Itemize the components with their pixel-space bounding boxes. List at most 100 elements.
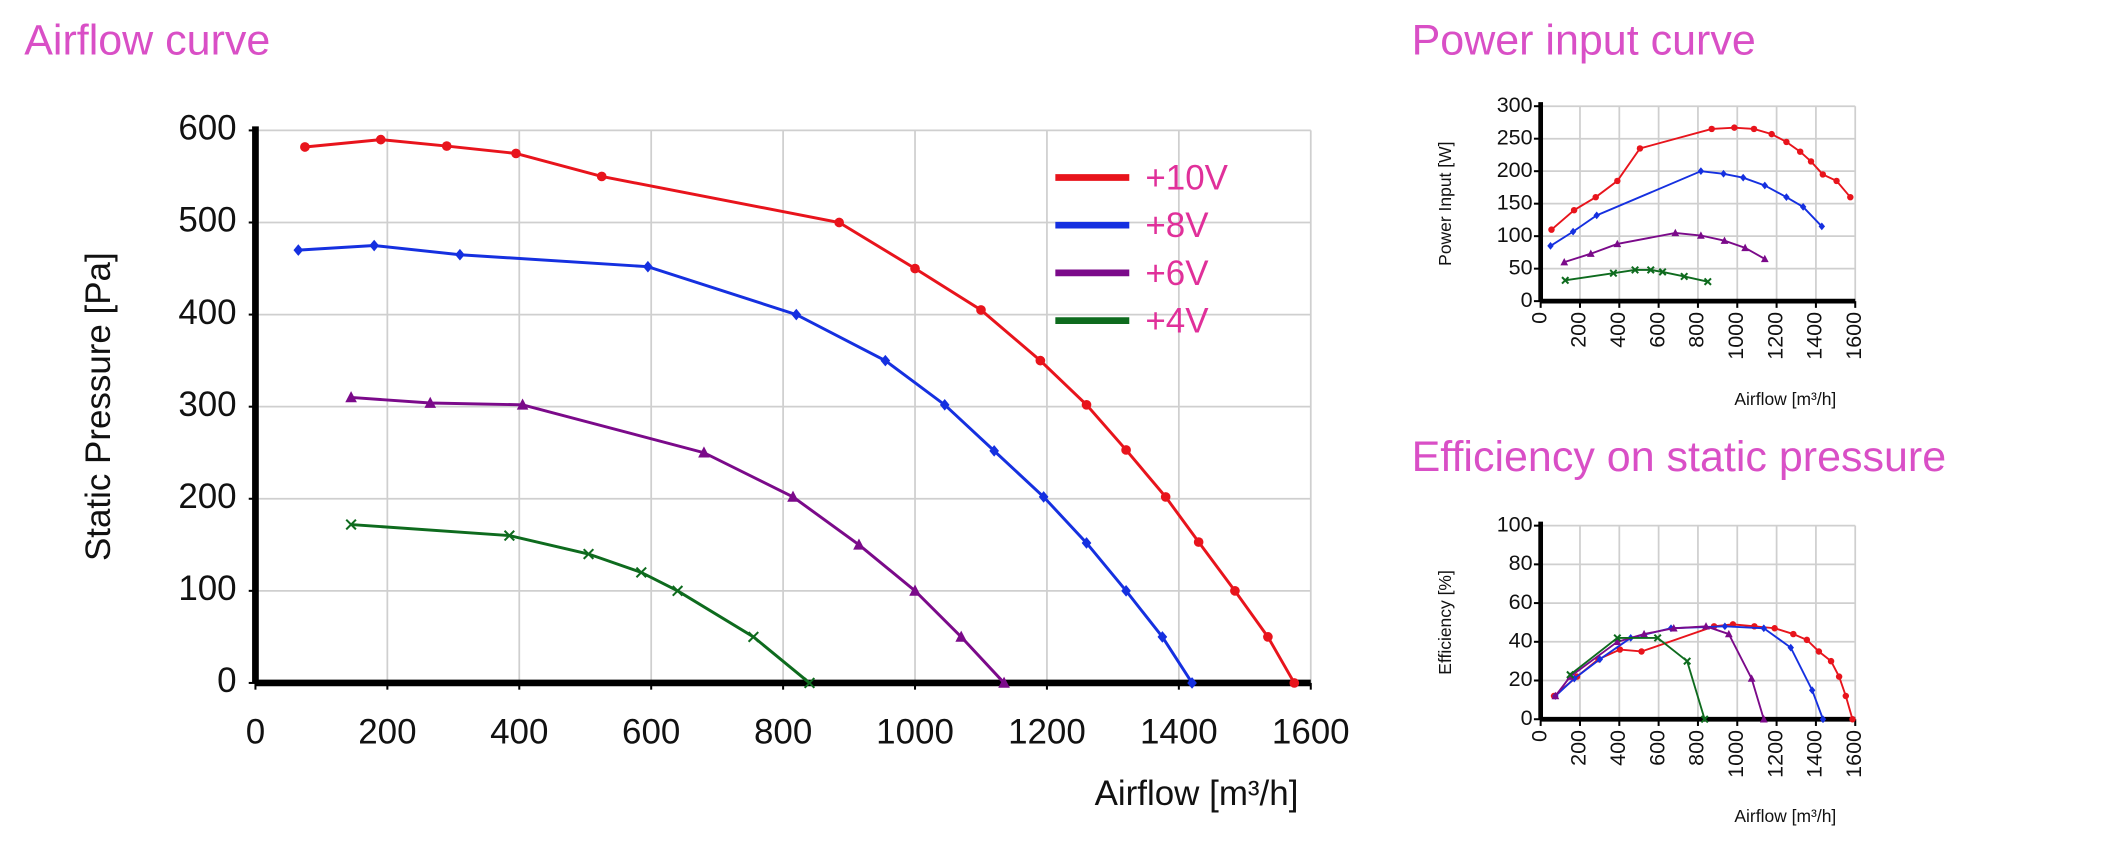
marker: [1671, 228, 1680, 237]
marker: [1658, 267, 1667, 276]
marker: [1613, 637, 1622, 646]
marker: [1121, 445, 1131, 455]
marker: [300, 142, 310, 152]
marker: [1783, 193, 1790, 202]
series-line: [1549, 170, 1823, 247]
x-tick-label: 1400: [1803, 730, 1827, 778]
marker: [1609, 269, 1618, 278]
y-tick-label: 150: [1497, 190, 1533, 214]
marker: [1614, 177, 1621, 185]
x-tick-label: 1000: [876, 712, 954, 751]
marker: [1847, 193, 1854, 201]
marker: [1741, 243, 1750, 252]
x-tick-label: 200: [1567, 730, 1591, 766]
marker: [369, 239, 380, 252]
marker: [1653, 633, 1662, 642]
marker: [1035, 355, 1046, 366]
x-tick-label: 800: [754, 712, 812, 751]
legend-label: +6V: [1145, 254, 1209, 293]
y-tick-label: 300: [178, 385, 236, 424]
chart-title: Efficiency on static pressure: [1412, 433, 1947, 481]
marker: [635, 566, 647, 578]
marker: [1560, 257, 1569, 266]
marker: [1818, 222, 1826, 231]
y-axis-label: Power Input [W]: [1435, 142, 1455, 266]
marker: [1157, 631, 1168, 643]
marker: [1548, 226, 1555, 233]
marker: [1833, 177, 1840, 185]
x-tick-label: 800: [1685, 730, 1709, 766]
y-tick-label: 80: [1509, 551, 1533, 575]
marker: [1803, 636, 1811, 644]
marker: [803, 677, 816, 689]
marker: [853, 538, 865, 550]
marker: [1697, 231, 1705, 239]
marker: [787, 490, 799, 502]
marker: [998, 676, 1010, 688]
marker: [1551, 691, 1560, 700]
marker: [1680, 272, 1689, 281]
marker: [1586, 249, 1595, 257]
marker: [1721, 622, 1729, 631]
marker: [1160, 492, 1171, 502]
marker: [1571, 674, 1578, 683]
series-line: [350, 523, 811, 685]
marker: [516, 398, 529, 410]
x-tick-label: 600: [1645, 312, 1669, 348]
y-tick-label: 200: [1497, 158, 1533, 182]
marker: [910, 263, 920, 274]
marker: [424, 396, 437, 408]
marker: [582, 548, 595, 560]
marker: [1193, 537, 1204, 547]
y-tick-label: 500: [178, 201, 236, 240]
marker: [1646, 266, 1655, 274]
marker: [672, 585, 684, 597]
y-tick-label: 200: [178, 477, 236, 516]
series-line: [1554, 625, 1824, 720]
marker: [1708, 125, 1715, 133]
marker: [1566, 670, 1575, 679]
x-tick-label: 0: [1527, 312, 1551, 324]
x-tick-label: 600: [1645, 730, 1669, 766]
marker: [909, 584, 921, 596]
y-tick-label: 250: [1497, 125, 1533, 149]
marker: [1596, 655, 1604, 664]
marker: [1808, 686, 1816, 695]
marker: [1849, 716, 1856, 723]
marker: [1570, 206, 1578, 214]
x-tick-label: 200: [358, 712, 416, 751]
x-tick-label: 400: [1606, 730, 1630, 766]
series-line: [1569, 636, 1706, 720]
legend-label: +10V: [1145, 158, 1228, 197]
marker: [1697, 167, 1705, 176]
marker: [1771, 625, 1778, 632]
marker: [1819, 715, 1827, 724]
marker: [1638, 648, 1645, 655]
x-tick-label: 1200: [1008, 712, 1086, 751]
marker: [1724, 629, 1733, 638]
marker: [1760, 254, 1769, 263]
x-tick-label: 1600: [1272, 712, 1350, 751]
y-tick-label: 0: [217, 661, 236, 700]
marker: [345, 391, 357, 403]
marker: [1768, 130, 1775, 138]
x-tick-label: 600: [622, 712, 680, 751]
marker: [1593, 211, 1600, 220]
marker: [1700, 715, 1709, 724]
x-tick-label: 1400: [1140, 712, 1218, 751]
x-tick-label: 800: [1685, 312, 1709, 348]
x-tick-label: 1200: [1763, 730, 1787, 778]
marker: [1750, 125, 1758, 133]
y-axis-label: Static Pressure [Pa]: [79, 252, 118, 561]
y-tick-label: 20: [1509, 667, 1533, 691]
x-axis-label: Airflow [m³/h]: [1734, 389, 1836, 409]
x-tick-label: 1400: [1803, 312, 1827, 360]
marker: [976, 305, 986, 315]
marker: [455, 248, 465, 261]
marker: [441, 141, 452, 151]
series-line: [304, 138, 1296, 684]
marker: [1081, 399, 1092, 410]
x-tick-label: 400: [490, 712, 548, 751]
x-tick-label: 400: [1606, 312, 1630, 348]
series-line: [1563, 231, 1766, 264]
